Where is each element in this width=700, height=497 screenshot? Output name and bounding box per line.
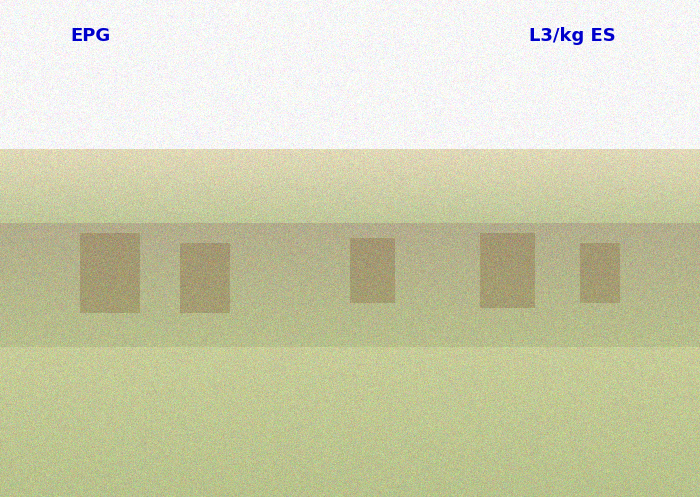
EPG: [225, 129, 234, 135]
L3/kg dh: [498, 83, 507, 88]
EPG: [270, 225, 279, 231]
L3/kg dh: [361, 398, 370, 404]
L3/kg dh: [589, 283, 598, 289]
Text: EPG: EPG: [70, 27, 111, 45]
L3/kg dh: [316, 396, 325, 402]
L3/kg dh: [452, 391, 461, 397]
Line: L3/kg dh: L3/kg dh: [88, 81, 598, 409]
L3/kg dh: [88, 335, 97, 341]
Line: EPG: EPG: [88, 127, 598, 389]
L3/kg dh: [543, 187, 552, 193]
L3/kg dh: [134, 366, 143, 372]
EPG: [498, 196, 507, 202]
EPG: [589, 303, 598, 309]
L3/kg dh: [270, 318, 279, 324]
Text: L3/kg ES: L3/kg ES: [529, 27, 616, 45]
L3/kg dh: [225, 398, 234, 404]
L3/kg dh: [179, 401, 188, 407]
EPG: [316, 289, 325, 295]
EPG: [543, 254, 552, 260]
EPG: [179, 231, 188, 237]
L3/kg dh: [407, 399, 416, 405]
EPG: [452, 167, 461, 173]
EPG: [407, 196, 416, 202]
EPG: [134, 381, 143, 387]
EPG: [361, 271, 370, 277]
Legend: EPG, L3/kg dh: EPG, L3/kg dh: [83, 71, 215, 124]
EPG: [88, 370, 97, 376]
